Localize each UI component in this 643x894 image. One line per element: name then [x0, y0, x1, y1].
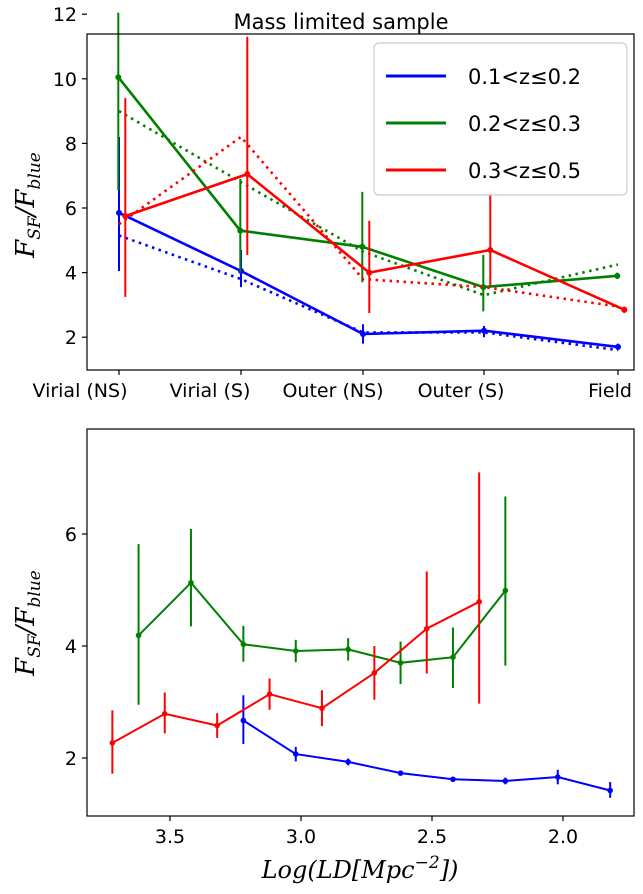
- bottom-data-point: [214, 722, 220, 729]
- bottom-data-point: [345, 759, 351, 765]
- top-axes-frame: [86, 33, 635, 371]
- top-x-tick-label: Virial (NS): [32, 380, 127, 402]
- top-panel: Mass limited sample 2 4 6 8 10 12 Virial (NS) V…: [11, 4, 635, 402]
- top-model-line-2: [118, 135, 619, 308]
- bottom-x-tick-label: 2.0: [548, 826, 578, 848]
- top-y-tick-label: 12: [53, 4, 77, 26]
- bottom-series-line-0: [242, 719, 611, 792]
- bottom-data-point: [397, 770, 404, 776]
- bottom-x-tick-label: 3.5: [155, 826, 185, 848]
- bottom-data-point: [240, 641, 247, 648]
- bottom-data-point: [423, 625, 430, 632]
- bottom-series-2: [109, 472, 482, 774]
- top-x-tick-label: Outer (NS): [282, 380, 383, 402]
- bottom-data-point: [450, 654, 456, 660]
- bottom-series-0: [240, 695, 613, 798]
- bottom-panel: 2 4 6 3.5 3.0 2.5 2.0 FSF/Fblue Log(LD[Mpc−2]): [11, 428, 635, 884]
- bottom-data-point: [319, 705, 325, 711]
- bottom-series-line-2: [111, 600, 480, 744]
- top-data-point: [366, 269, 373, 276]
- bottom-axes-frame: [86, 428, 635, 817]
- bottom-data-point: [292, 648, 299, 654]
- bottom-data-point: [266, 691, 273, 697]
- top-data-point: [244, 171, 251, 178]
- bottom-data-point: [240, 717, 247, 724]
- top-y-tick-label: 4: [65, 263, 77, 285]
- legend-label-0: 0.1<z≤0.2: [468, 65, 581, 89]
- top-ticks: 2 4 6 8 10 12 Virial (NS) Virial (S) Outer (NS) O…: [32, 4, 631, 402]
- bottom-y-tick-label: 4: [65, 636, 77, 658]
- bottom-y-tick-label: 2: [65, 748, 77, 770]
- bottom-data-point: [292, 751, 299, 757]
- bottom-x-tick-label: 3.0: [286, 826, 316, 848]
- bottom-data-point: [554, 774, 561, 780]
- top-data-point: [116, 209, 122, 216]
- top-y-tick-label: 10: [53, 69, 77, 91]
- top-y-tick-label: 2: [65, 327, 77, 349]
- bottom-x-axis-label: Log(LD[Mpc−2]): [261, 853, 459, 884]
- top-x-tick-label: Virial (S): [170, 380, 251, 402]
- legend-label-2: 0.3<z≤0.5: [468, 159, 581, 183]
- top-y-tick-label: 6: [65, 198, 77, 220]
- bottom-y-axis-label: FSF/Fblue: [11, 570, 45, 677]
- top-series-1: [115, 12, 621, 312]
- legend-box: [373, 42, 628, 196]
- bottom-data-point: [135, 632, 142, 639]
- bottom-ticks: 2 4 6 3.5 3.0 2.5 2.0: [65, 524, 578, 848]
- top-data-point: [614, 272, 621, 279]
- bottom-data-point: [397, 660, 404, 666]
- bottom-data-point: [109, 740, 116, 746]
- top-chart-title: Mass limited sample: [233, 10, 448, 34]
- bottom-plot-area: [109, 472, 613, 798]
- bottom-data-point: [502, 778, 509, 784]
- bottom-data-point: [450, 776, 456, 783]
- top-data-point: [481, 327, 487, 334]
- legend: 0.1<z≤0.2 0.2<z≤0.3 0.3<z≤0.5: [373, 42, 628, 196]
- bottom-x-tick-label: 2.5: [417, 826, 447, 848]
- top-data-point: [359, 243, 366, 250]
- top-series-0: [116, 136, 621, 352]
- bottom-data-point: [607, 787, 613, 794]
- top-series-2: [118, 36, 628, 313]
- bottom-data-point: [371, 670, 378, 676]
- bottom-data-point: [188, 579, 194, 586]
- top-y-tick-label: 8: [65, 133, 77, 155]
- bottom-y-tick-label: 6: [65, 524, 77, 546]
- top-data-point: [360, 330, 366, 337]
- top-data-point: [621, 306, 628, 313]
- top-data-point: [122, 213, 129, 220]
- bottom-data-point: [161, 710, 168, 717]
- bottom-data-point: [345, 646, 351, 653]
- bottom-data-point: [502, 587, 509, 594]
- top-data-point: [237, 227, 244, 234]
- top-data-point: [487, 246, 494, 253]
- top-y-axis-label: FSF/Fblue: [11, 152, 45, 259]
- top-data-point: [115, 74, 122, 81]
- bottom-series-1: [135, 496, 509, 705]
- top-data-point: [615, 343, 621, 350]
- bottom-series-line-1: [137, 581, 507, 664]
- top-x-tick-label: Field: [588, 380, 632, 402]
- bottom-data-point: [476, 598, 482, 605]
- top-model-line-0: [118, 234, 619, 352]
- top-plot-area: [115, 12, 628, 352]
- legend-label-1: 0.2<z≤0.3: [468, 112, 581, 136]
- top-data-point: [480, 284, 487, 291]
- top-x-tick-label: Outer (S): [418, 380, 505, 402]
